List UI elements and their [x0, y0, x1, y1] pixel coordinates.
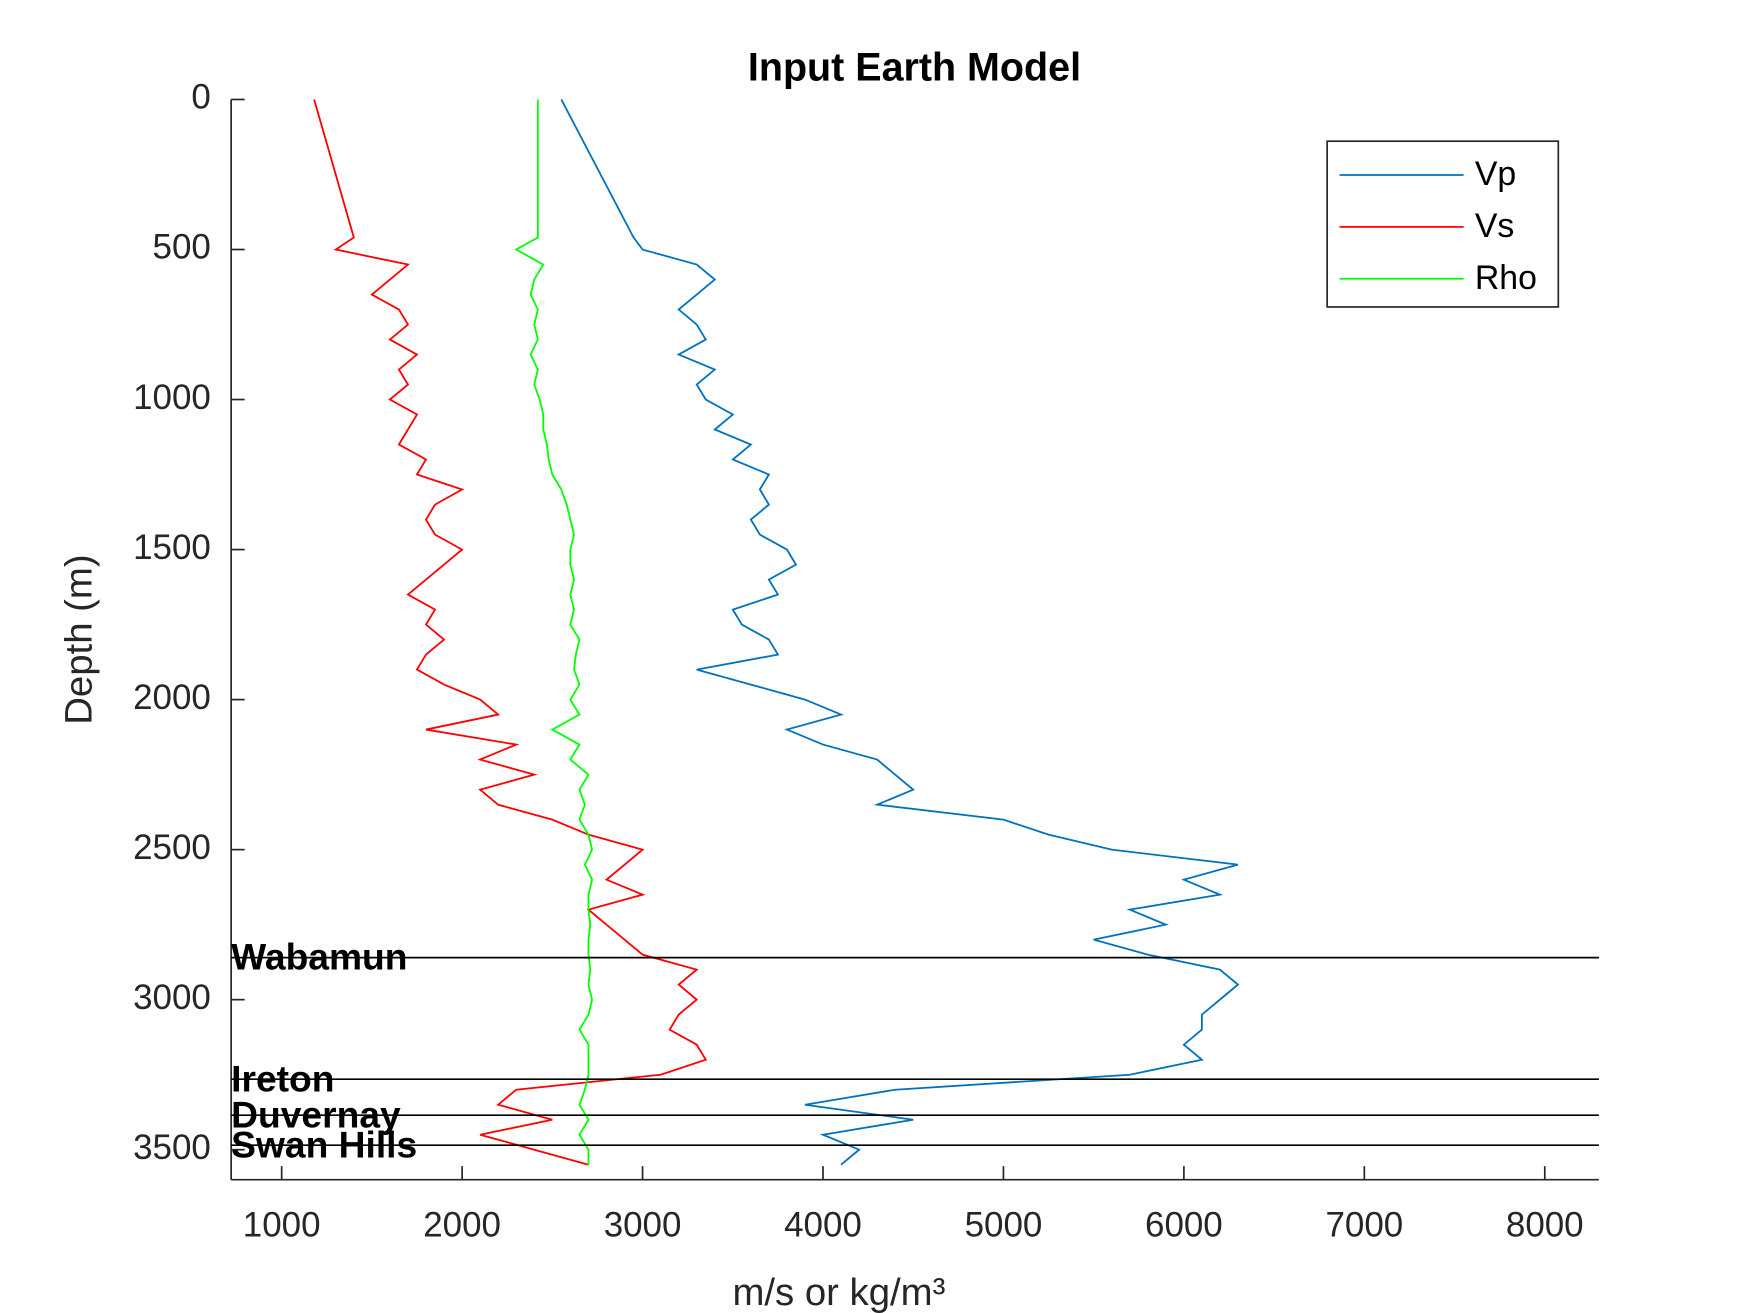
- horizon-label: Duvernay: [231, 1093, 401, 1135]
- horizon-label: Wabamun: [231, 936, 407, 978]
- y-tick-label: 2000: [133, 678, 211, 717]
- y-tick-label: 3000: [133, 978, 211, 1017]
- x-tick-label: 5000: [965, 1205, 1043, 1244]
- y-tick-label: 3500: [133, 1128, 211, 1167]
- x-axis-label: m/s or kg/m³: [732, 1271, 945, 1313]
- y-axis-label: Depth (m): [57, 554, 100, 724]
- y-tick-label: 500: [153, 228, 211, 267]
- y-tick-label: 1000: [133, 378, 211, 417]
- y-tick-label: 1500: [133, 528, 211, 567]
- horizon-label: Swan Hills: [231, 1123, 417, 1165]
- x-tick-label: 3000: [604, 1205, 682, 1244]
- x-tick-label: 1000: [243, 1205, 321, 1244]
- x-tick-label: 4000: [784, 1205, 862, 1244]
- x-tick-label: 2000: [423, 1205, 501, 1244]
- legend-label: Rho: [1475, 259, 1537, 297]
- y-tick-label: 0: [191, 78, 210, 117]
- x-tick-label: 8000: [1506, 1205, 1584, 1244]
- series-line: [560, 99, 1240, 1166]
- series-line: [313, 99, 708, 1166]
- y-tick-label: 2500: [133, 828, 211, 867]
- horizon-label: Ireton: [231, 1057, 334, 1099]
- x-tick-label: 7000: [1325, 1205, 1403, 1244]
- legend-label: Vs: [1475, 207, 1514, 245]
- chart-title: Input Earth Model: [748, 46, 1081, 90]
- legend-label: Vp: [1475, 155, 1516, 193]
- x-tick-label: 6000: [1145, 1205, 1223, 1244]
- series-line: [514, 99, 594, 1165]
